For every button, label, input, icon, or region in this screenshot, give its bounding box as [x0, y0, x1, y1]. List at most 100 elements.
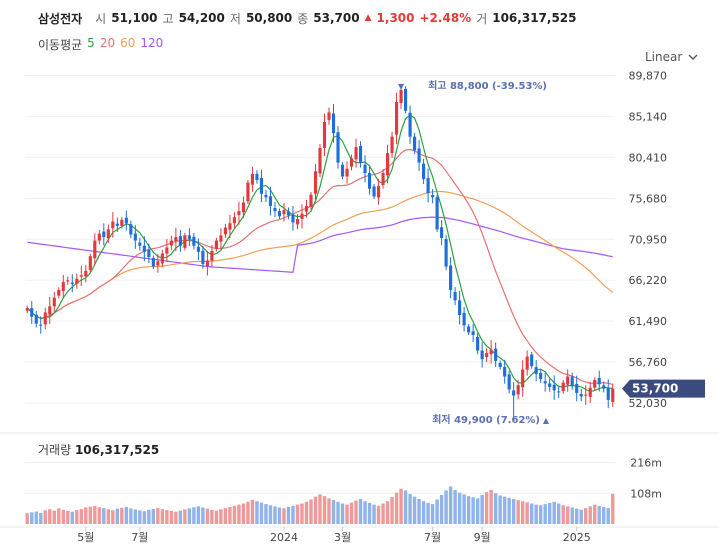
candle-body — [521, 369, 525, 388]
candle-body — [548, 383, 552, 387]
ma-legend-20[interactable]: 20 — [99, 36, 116, 50]
candle-body — [322, 121, 327, 148]
high-annotation-text: 최고 88,800 (-39.53%) — [428, 79, 547, 92]
volume-bar — [196, 506, 201, 524]
ma60-path — [26, 190, 614, 320]
candle-body — [232, 217, 237, 224]
candle-body — [611, 388, 615, 402]
volume-bar — [484, 492, 489, 524]
candle-body — [498, 363, 502, 367]
candle-body — [593, 379, 597, 388]
candle-body — [291, 214, 295, 223]
volume-bar — [331, 500, 336, 524]
volume-bar — [151, 508, 156, 524]
candle-body — [111, 221, 115, 229]
candle-body — [331, 113, 336, 134]
volume-bar — [277, 507, 282, 524]
volume-bar — [223, 508, 228, 524]
volume-bar — [241, 503, 246, 524]
volume-bar — [165, 510, 169, 524]
volume-bar — [462, 494, 466, 524]
ma-legend[interactable]: 이동평균 5 20 60 120 — [38, 36, 163, 53]
volume-bar — [313, 496, 318, 524]
candle-body — [458, 300, 462, 316]
volume-bar — [282, 508, 286, 524]
candle-body — [286, 211, 291, 216]
ma-legend-60[interactable]: 60 — [120, 36, 136, 50]
candle-body — [66, 280, 70, 282]
price-tick-label: 56,760 — [629, 356, 668, 369]
price-tick-label: 66,220 — [629, 274, 668, 287]
x-tick-label: 2024 — [270, 531, 298, 544]
candle-body — [408, 112, 412, 137]
low-value: 50,800 — [245, 11, 293, 25]
volume-bar — [183, 509, 187, 524]
volume-bar — [178, 510, 183, 524]
candle-body — [584, 394, 588, 396]
chevron-down-icon — [688, 54, 698, 60]
volume-bar — [52, 510, 56, 524]
volume-bar — [448, 486, 453, 524]
candle-body — [48, 306, 52, 315]
volume-bar — [133, 509, 138, 524]
volume-bar — [160, 509, 165, 524]
volume-bar — [408, 494, 412, 524]
candle-body — [575, 383, 579, 393]
candle-body — [282, 210, 286, 215]
candle-body — [147, 249, 151, 258]
volume-bar — [502, 496, 507, 524]
candle-body — [25, 308, 29, 311]
volume-bar — [120, 507, 124, 524]
volume-bar — [84, 507, 88, 524]
volume-bar — [88, 506, 93, 524]
volume-bar — [412, 496, 417, 524]
volume-bar — [498, 495, 502, 524]
candle-body — [255, 173, 259, 180]
candle-body — [228, 223, 232, 230]
volume-bar — [372, 504, 376, 524]
ma120-path — [27, 216, 613, 273]
candle-body — [174, 237, 178, 242]
candle-body — [381, 173, 385, 185]
candle-body — [241, 202, 246, 213]
volume-bar — [556, 503, 561, 524]
open-label: 시 — [95, 11, 107, 26]
candle-body — [435, 197, 439, 230]
volume-axis: 216m 108m — [630, 457, 662, 501]
volume-bar — [435, 499, 439, 524]
ma20-path — [26, 148, 613, 385]
ma-120-line — [27, 216, 613, 273]
candle-body — [52, 297, 56, 307]
low-annotation-text: 최저 49,900 (7.62%) — [432, 413, 540, 426]
volume-bar — [318, 494, 322, 524]
candle-body — [543, 381, 547, 384]
candle-body — [304, 205, 309, 212]
volume-bar — [124, 506, 129, 524]
volume-bar — [543, 504, 547, 524]
volume-bar — [66, 510, 70, 524]
volume-bar — [138, 510, 142, 524]
candle-body — [385, 153, 390, 176]
volume-bar — [426, 502, 430, 524]
candle-body — [444, 239, 448, 267]
candle-body — [363, 164, 367, 174]
open-value: 51,100 — [111, 11, 158, 25]
volume-bar — [376, 505, 381, 524]
volume-panel-value: 106,317,525 — [74, 443, 160, 457]
volume-bar — [606, 508, 610, 524]
volume-bar — [507, 497, 511, 524]
high-label: 고 — [162, 11, 174, 26]
ma-legend-5[interactable]: 5 — [87, 36, 95, 50]
volume-bar — [201, 507, 205, 524]
ma-5-line — [26, 114, 613, 393]
volume-bar — [169, 510, 174, 524]
candle-body — [476, 337, 480, 351]
volume-bar — [471, 497, 475, 524]
scale-toggle[interactable]: Linear — [645, 50, 698, 64]
volume-bars — [25, 486, 615, 524]
ma-legend-120[interactable]: 120 — [140, 36, 164, 50]
volume-bar — [43, 510, 47, 524]
candle-body — [178, 236, 182, 246]
high-value: 54,200 — [178, 11, 225, 25]
